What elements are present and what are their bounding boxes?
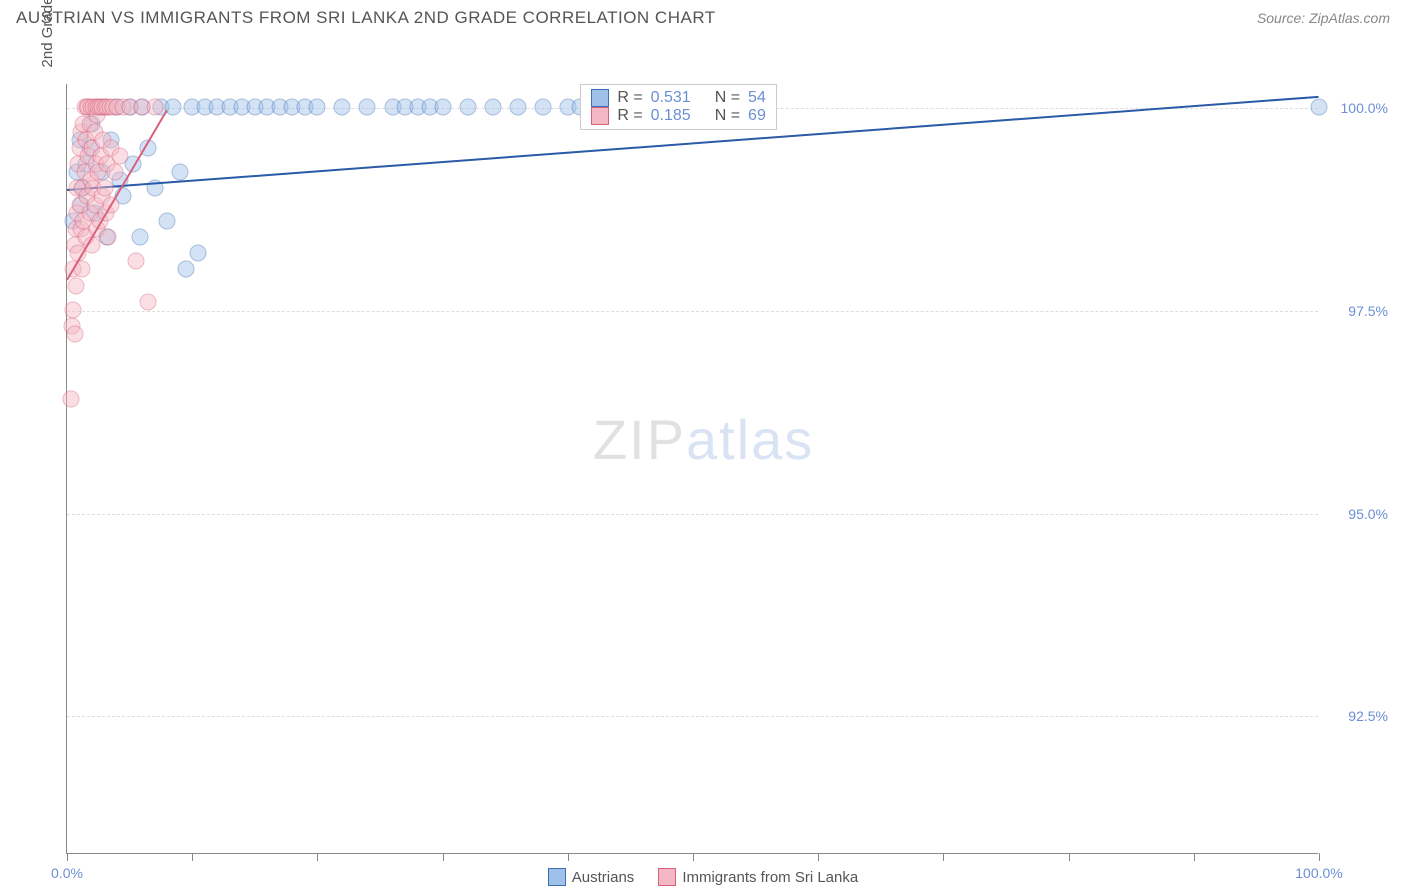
watermark-zip: ZIP [593, 408, 686, 471]
series-swatch [591, 89, 609, 107]
data-point [159, 212, 176, 229]
legend-label: Immigrants from Sri Lanka [682, 869, 858, 886]
data-point [1311, 99, 1328, 116]
xtick [1069, 853, 1070, 861]
ytick-label: 100.0% [1328, 100, 1388, 116]
y-axis-label: 2nd Grade [39, 0, 56, 67]
r-value: 0.531 [651, 89, 691, 107]
xtick [67, 853, 68, 861]
data-point [67, 277, 84, 294]
data-point [534, 99, 551, 116]
data-point [66, 326, 83, 343]
r-value: 0.185 [651, 107, 691, 125]
gridline [67, 716, 1318, 717]
xtick [818, 853, 819, 861]
data-point [140, 293, 157, 310]
data-point [111, 147, 128, 164]
data-point [146, 99, 163, 116]
legend-item: Austrians [548, 868, 635, 886]
legend-item: Immigrants from Sri Lanka [658, 868, 858, 886]
data-point [62, 391, 79, 408]
plot-area: ZIPatlas 92.5%95.0%97.5%100.0%0.0%100.0%… [66, 84, 1318, 854]
xtick [1194, 853, 1195, 861]
legend: Austrians Immigrants from Sri Lanka [0, 868, 1406, 886]
xtick [693, 853, 694, 861]
legend-swatch [658, 868, 676, 886]
n-value: 69 [748, 107, 766, 125]
gridline [67, 311, 1318, 312]
data-point [127, 253, 144, 270]
data-point [434, 99, 451, 116]
data-point [106, 164, 123, 181]
xtick [568, 853, 569, 861]
n-label: N = [715, 89, 740, 107]
ytick-label: 95.0% [1328, 506, 1388, 522]
legend-label: Austrians [572, 869, 635, 886]
legend-swatch [548, 868, 566, 886]
data-point [171, 164, 188, 181]
data-point [131, 229, 148, 246]
stat-row: R = 0.185 N = 69 [591, 107, 766, 125]
data-point [359, 99, 376, 116]
data-point [484, 99, 501, 116]
data-point [100, 229, 117, 246]
ytick-label: 92.5% [1328, 708, 1388, 724]
data-point [177, 261, 194, 278]
r-label: R = [617, 107, 642, 125]
data-point [165, 99, 182, 116]
watermark-atlas: atlas [686, 408, 814, 471]
watermark: ZIPatlas [593, 407, 814, 472]
data-point [190, 245, 207, 262]
data-point [509, 99, 526, 116]
xtick [317, 853, 318, 861]
series-swatch [591, 107, 609, 125]
stat-row: R = 0.531 N = 54 [591, 89, 766, 107]
data-point [459, 99, 476, 116]
xtick [943, 853, 944, 861]
data-point [65, 301, 82, 318]
chart-title: AUSTRIAN VS IMMIGRANTS FROM SRI LANKA 2N… [16, 8, 716, 28]
ytick-label: 97.5% [1328, 303, 1388, 319]
gridline [67, 514, 1318, 515]
n-label: N = [715, 107, 740, 125]
data-point [96, 180, 113, 197]
xtick [192, 853, 193, 861]
xtick [443, 853, 444, 861]
xtick [1319, 853, 1320, 861]
data-point [334, 99, 351, 116]
data-point [309, 99, 326, 116]
n-value: 54 [748, 89, 766, 107]
r-label: R = [617, 89, 642, 107]
correlation-stats: R = 0.531 N = 54 R = 0.185 N = 69 [580, 84, 777, 130]
source-label: Source: ZipAtlas.com [1257, 10, 1390, 26]
